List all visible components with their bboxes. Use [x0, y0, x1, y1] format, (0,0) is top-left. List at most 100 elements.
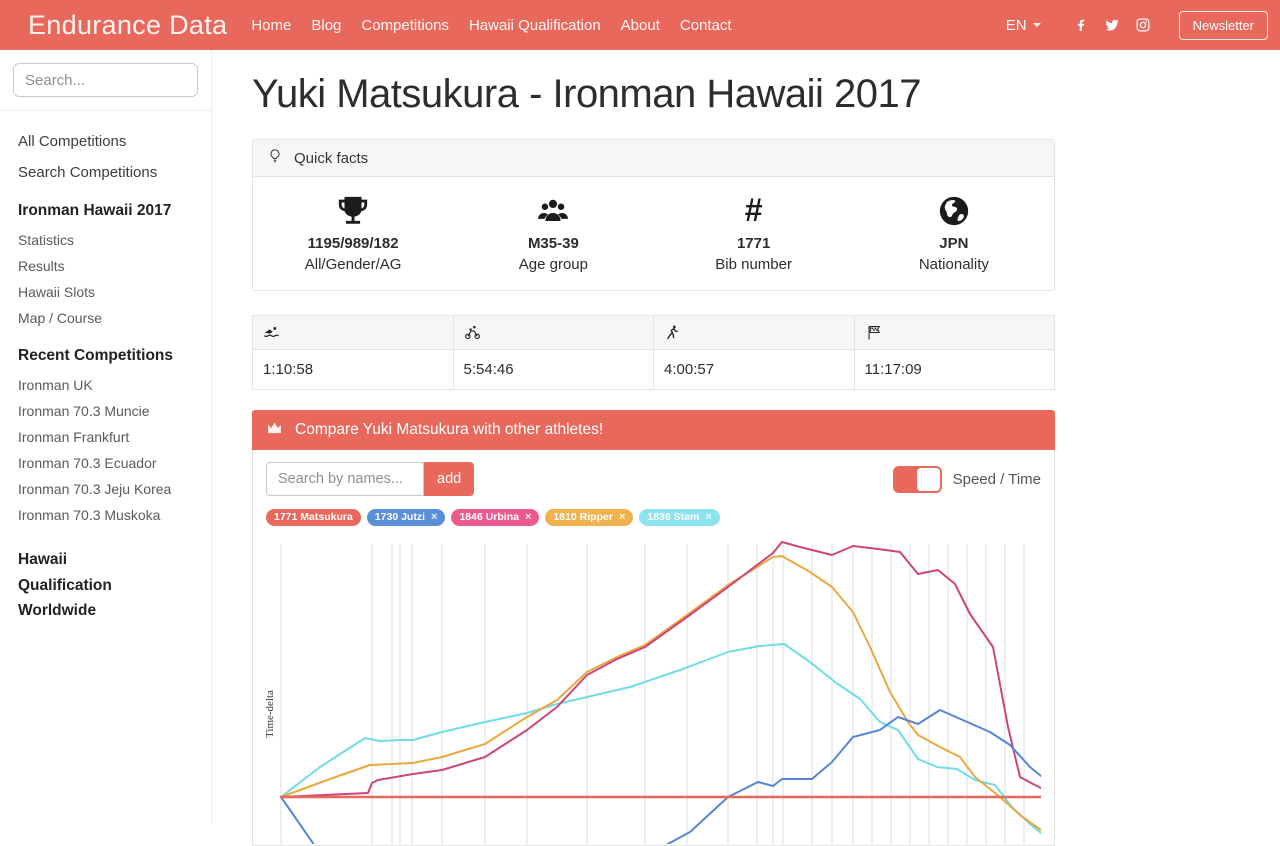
main-content: Yuki Matsukura - Ironman Hawaii 2017 Qui…: [212, 50, 1080, 846]
toggle-knob: [916, 467, 940, 491]
nav-item: Blog: [301, 11, 351, 40]
page-title: Yuki Matsukura - Ironman Hawaii 2017: [252, 72, 922, 116]
quick-facts-body: 1195/989/182 All/Gender/AG M35-39 Age group…: [253, 177, 1054, 290]
nav-item: Competitions: [351, 11, 459, 40]
sidebar-item-hawaii-slots[interactable]: Hawaii Slots: [18, 284, 96, 300]
sidebar-item-ironman-70-3-muskoka[interactable]: Ironman 70.3 Muskoka: [18, 507, 161, 523]
close-icon[interactable]: ×: [431, 510, 438, 523]
nav-item: About: [611, 11, 670, 40]
quick-fact-label: Bib number: [715, 256, 792, 273]
lightbulb-icon: [267, 148, 283, 168]
nav-link-hawaii-qualification[interactable]: Hawaii Qualification: [468, 16, 601, 34]
sidebar-heading-recent: Recent Competitions: [18, 347, 174, 364]
athlete-chip-label: 1846 Urbina: [459, 511, 519, 523]
facebook-icon[interactable]: [1073, 17, 1089, 33]
quick-fact-bib-number: #1771 Bib number: [654, 190, 854, 274]
athlete-chip-1771-matsukura: 1771 Matsukura: [266, 509, 361, 526]
nav-item: Hawaii Qualification: [459, 11, 611, 40]
language-label: EN: [1005, 16, 1027, 34]
athlete-chip-1810-ripper: 1810 Ripper ×: [545, 509, 634, 526]
runner-icon: [653, 315, 855, 350]
social-icons: [1057, 17, 1167, 33]
sidebar-nav: All Competitions Search Competitions Iron…: [0, 111, 211, 624]
athlete-search-input[interactable]: [266, 462, 424, 496]
split-time: 1:10:58: [252, 349, 454, 390]
nav-link-about[interactable]: About: [620, 16, 660, 34]
chevron-down-icon: [1032, 23, 1041, 27]
twitter-icon[interactable]: [1104, 17, 1120, 33]
compare-header: Compare Yuki Matsukura with other athlet…: [252, 410, 1055, 450]
nav-link-blog[interactable]: Blog: [311, 16, 342, 34]
splits-time-row: 1:10:58 5:54:46 4:00:57 11:17:09: [252, 349, 1055, 390]
series-1836-stam: [280, 643, 1041, 834]
quick-fact-nationality: JPN Nationality: [854, 190, 1054, 273]
quick-fact-label: All/Gender/AG: [304, 256, 402, 273]
y-axis-label: Time-delta: [266, 690, 276, 738]
globe-icon: [854, 190, 1054, 228]
sidebar-item-ironman-uk[interactable]: Ironman UK: [18, 377, 93, 393]
sidebar-item-results[interactable]: Results: [18, 258, 65, 274]
users-icon: [453, 190, 653, 228]
split-time: 5:54:46: [452, 349, 654, 390]
sidebar-item-hawaii-qualification[interactable]: Hawaii Qualification Worldwide: [18, 551, 112, 620]
sidebar-item-ironman-frankfurt[interactable]: Ironman Frankfurt: [18, 429, 130, 445]
compare-controls: add Speed / Time: [266, 462, 1041, 496]
sidebar-search-wrap: [0, 50, 211, 111]
close-icon[interactable]: ×: [705, 510, 712, 523]
sidebar-item-ironman-70-3-jeju-korea[interactable]: Ironman 70.3 Jeju Korea: [18, 481, 172, 497]
top-navbar: Endurance Data Home Blog Competitions Hawai…: [0, 0, 1280, 50]
sidebar: All Competitions Search Competitions Iron…: [0, 50, 212, 824]
compare-title: Compare Yuki Matsukura with other athlet…: [295, 421, 604, 438]
athlete-chip-label: 1771 Matsukura: [274, 511, 353, 523]
quick-fact-all-gender-ag: 1195/989/182 All/Gender/AG: [253, 190, 453, 273]
instagram-icon[interactable]: [1135, 17, 1151, 33]
sidebar-primary-links: All Competitions Search Competitions: [18, 133, 193, 181]
split-time: 4:00:57: [653, 349, 855, 390]
nav-links: Home Blog Competitions Hawaii Qualification…: [241, 11, 741, 40]
sidebar-item-ironman-70-3-ecuador[interactable]: Ironman 70.3 Ecuador: [18, 455, 157, 471]
athlete-chip-label: 1730 Jutzi: [374, 511, 425, 523]
sidebar-item-map-course[interactable]: Map / Course: [18, 310, 103, 326]
finish-flag-icon: [853, 315, 1055, 350]
close-icon[interactable]: ×: [524, 510, 532, 523]
nav-link-competitions[interactable]: Competitions: [361, 16, 449, 34]
trophy-icon: [253, 190, 453, 228]
athlete-chip-1846-urbina: 1846 Urbina ×: [451, 509, 540, 526]
sidebar-item-ironman-70-3-muncie[interactable]: Ironman 70.3 Muncie: [18, 403, 150, 419]
series-1730-jutzi: [280, 709, 1041, 844]
language-selector[interactable]: EN: [990, 17, 1057, 34]
athlete-chip-1836-stam: 1836 Stam ×: [639, 509, 720, 526]
chart-wrap: Time-delta: [266, 532, 1041, 844]
sidebar-item-search-competitions[interactable]: Search Competitions: [18, 164, 158, 181]
brand-logo[interactable]: Endurance Data: [28, 9, 228, 40]
nav-link-home[interactable]: Home: [251, 16, 292, 34]
athlete-chip-label: 1836 Stam: [647, 511, 700, 523]
speed-time-toggle[interactable]: [892, 465, 942, 493]
add-athlete-button[interactable]: add: [424, 462, 475, 496]
newsletter-button[interactable]: Newsletter: [1178, 10, 1268, 40]
athlete-chip-1730-jutzi: 1730 Jutzi ×: [366, 509, 446, 526]
quick-fact-label: Nationality: [918, 256, 989, 273]
quick-fact-age-group: M35-39 Age group: [453, 190, 653, 273]
quick-fact-label: Age group: [518, 256, 588, 273]
quick-fact-value: 1195/989/182: [307, 235, 399, 252]
sidebar-item-all-competitions[interactable]: All Competitions: [18, 133, 127, 150]
comparison-chart: Time-delta: [266, 541, 1041, 844]
search-input[interactable]: [13, 63, 198, 97]
nav-link-contact[interactable]: Contact: [679, 16, 732, 34]
area-chart-icon: [266, 419, 283, 441]
series-1846-urbina: [280, 541, 1041, 798]
nav-item: Home: [241, 11, 301, 40]
split-time: 11:17:09: [853, 349, 1055, 390]
quick-facts-panel: Quick facts 1195/989/182 All/Gender/AG M35…: [252, 139, 1055, 291]
sidebar-event-links: Statistics Results Hawaii Slots Map / Cours…: [18, 232, 193, 326]
sidebar-item-statistics[interactable]: Statistics: [18, 232, 75, 248]
cyclist-icon: [452, 315, 654, 350]
compare-section: Compare Yuki Matsukura with other athlet…: [252, 410, 1055, 846]
quick-facts-title: Quick facts: [294, 149, 369, 167]
quick-fact-value: 1771: [736, 235, 771, 252]
sidebar-recent-links: Ironman UK Ironman 70.3 Muncie Ironman Fra…: [18, 377, 193, 523]
quick-facts-header: Quick facts: [253, 140, 1054, 177]
series-1810-ripper: [280, 555, 1041, 831]
close-icon[interactable]: ×: [618, 510, 626, 523]
